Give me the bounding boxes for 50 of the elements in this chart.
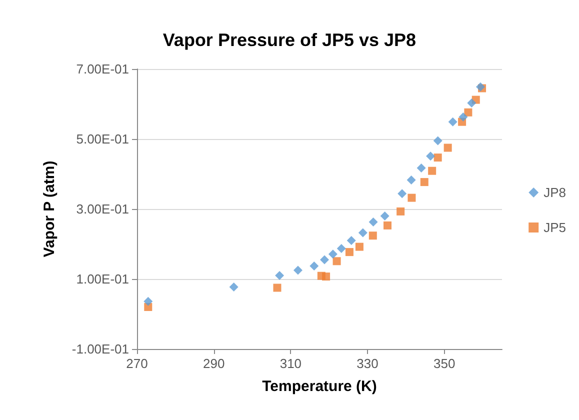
x-tick-label: 310 bbox=[280, 356, 302, 371]
legend-label: JP5 bbox=[544, 220, 566, 235]
point bbox=[273, 284, 282, 292]
point bbox=[396, 207, 405, 216]
point bbox=[426, 152, 436, 161]
y-tick-label: 1.00E-01 bbox=[76, 272, 129, 286]
x-tick-label: 330 bbox=[356, 356, 378, 371]
point bbox=[406, 175, 416, 184]
point bbox=[434, 154, 442, 162]
point bbox=[380, 212, 390, 220]
y-tick-label: -1.00E-01 bbox=[72, 342, 129, 356]
point bbox=[346, 236, 356, 245]
point bbox=[433, 136, 442, 146]
point bbox=[293, 266, 302, 275]
point bbox=[408, 194, 416, 202]
point bbox=[322, 272, 330, 281]
point bbox=[416, 164, 426, 173]
x-tick-label: 270 bbox=[126, 356, 148, 371]
legend-label: JP8 bbox=[544, 185, 566, 200]
point bbox=[332, 257, 341, 266]
point bbox=[144, 296, 153, 306]
point bbox=[328, 250, 338, 259]
point bbox=[358, 228, 368, 238]
y-tick-label: 3.00E-01 bbox=[76, 202, 129, 216]
point bbox=[355, 242, 364, 251]
point bbox=[398, 189, 407, 198]
point bbox=[310, 262, 319, 271]
point bbox=[464, 108, 472, 116]
point bbox=[320, 255, 329, 264]
point bbox=[275, 271, 284, 280]
y-tick-label: 7.00E-01 bbox=[76, 62, 129, 76]
point bbox=[336, 244, 346, 254]
x-tick-label: 350 bbox=[434, 356, 456, 371]
point bbox=[458, 112, 468, 122]
x-tick-label: 290 bbox=[202, 356, 225, 371]
y-tick-label: 5.00E-01 bbox=[76, 132, 129, 146]
point bbox=[476, 82, 485, 92]
point bbox=[467, 98, 476, 108]
point bbox=[444, 144, 452, 152]
x-axis-title: Temperature (K) bbox=[262, 378, 377, 395]
point bbox=[420, 178, 428, 186]
point bbox=[448, 117, 458, 126]
point bbox=[428, 166, 436, 175]
point bbox=[368, 217, 378, 226]
chart-title: Vapor Pressure of JP5 vs JP8 bbox=[162, 30, 416, 50]
point bbox=[229, 282, 238, 292]
point bbox=[384, 221, 392, 230]
y-axis-title: Vapor P (atm) bbox=[41, 160, 58, 258]
point bbox=[368, 232, 377, 240]
point bbox=[345, 248, 354, 256]
